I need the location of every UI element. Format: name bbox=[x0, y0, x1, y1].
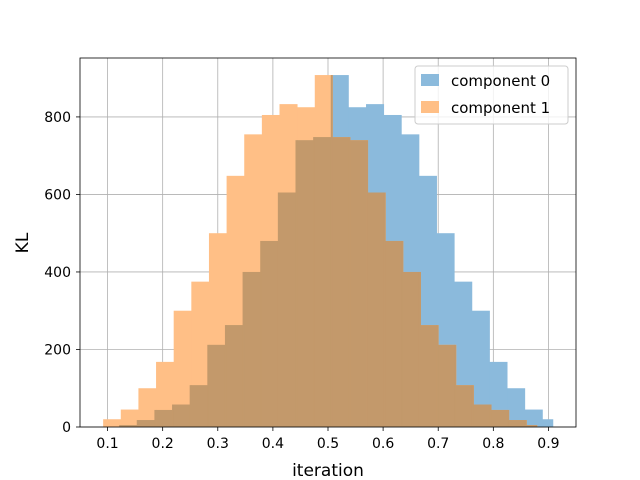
histogram-overlap-bar bbox=[172, 404, 175, 427]
histogram-overlap-bar bbox=[526, 425, 538, 427]
histogram-overlap-bar bbox=[402, 271, 420, 427]
x-tick-label: 0.9 bbox=[537, 436, 559, 452]
x-tick-label: 0.7 bbox=[427, 436, 449, 452]
histogram-overlap-bar bbox=[207, 344, 210, 427]
histogram-overlap-bar bbox=[348, 137, 351, 428]
histogram-overlap-bar bbox=[208, 344, 226, 427]
histogram-overlap-bar bbox=[156, 409, 173, 427]
histogram-bar-component-0 bbox=[524, 409, 543, 427]
x-axis-label: iteration bbox=[292, 461, 364, 480]
histogram-overlap-bar bbox=[189, 385, 192, 427]
histogram-overlap-bar bbox=[455, 385, 473, 427]
histogram-overlap-bar bbox=[224, 325, 227, 427]
histogram-bar-component-0 bbox=[471, 310, 490, 427]
y-axis-label: KL bbox=[13, 232, 33, 253]
histogram-bar-component-1 bbox=[120, 409, 139, 427]
histogram-overlap-bar bbox=[454, 344, 457, 427]
histogram-overlap-bar bbox=[418, 271, 421, 427]
histogram-overlap-bar bbox=[420, 325, 437, 427]
histogram-overlap-bar bbox=[367, 192, 385, 427]
legend-swatch-component-0 bbox=[421, 74, 439, 86]
histogram-overlap-bar bbox=[138, 420, 155, 427]
ticks: 0.1 0.2 0.3 0.4 0.5 0.6 0.7 0.8 0.9 0 200 400 600 800 bbox=[44, 110, 559, 452]
histogram-overlap-bar bbox=[119, 425, 122, 427]
legend-label-component-1: component 1 bbox=[451, 99, 550, 117]
histogram-overlap-bar bbox=[277, 192, 280, 427]
x-tick-label: 0.6 bbox=[372, 436, 394, 452]
histogram-overlap-bar bbox=[401, 240, 404, 427]
histogram-overlap-bar bbox=[508, 420, 526, 427]
y-tick-label: 600 bbox=[44, 187, 71, 203]
y-tick-label: 200 bbox=[44, 342, 71, 358]
histogram-overlap-bar bbox=[120, 425, 138, 427]
histogram-overlap-bar bbox=[383, 192, 386, 427]
x-tick-label: 0.3 bbox=[207, 436, 229, 452]
histogram-overlap-bar bbox=[173, 404, 191, 427]
histogram-overlap-bar bbox=[297, 140, 314, 427]
histogram-overlap-bar bbox=[524, 420, 527, 427]
histogram-overlap-bar bbox=[438, 344, 455, 427]
histogram-overlap-bar bbox=[366, 140, 369, 427]
y-tick-label: 400 bbox=[44, 265, 71, 281]
histogram-bar-component-1 bbox=[103, 419, 122, 427]
legend-box bbox=[414, 65, 569, 125]
histogram-overlap-bar bbox=[279, 192, 296, 427]
histogram-overlap-bar bbox=[332, 137, 349, 428]
histogram-overlap-bar bbox=[385, 240, 402, 427]
histogram-overlap-bar bbox=[242, 271, 245, 427]
histogram-overlap-bar bbox=[471, 385, 474, 427]
histogram-overlap-bar bbox=[489, 404, 492, 427]
histogram-overlap-bar bbox=[436, 325, 439, 427]
histogram-overlap-bar bbox=[191, 385, 208, 427]
histogram-overlap-bar bbox=[244, 271, 261, 427]
histogram-overlap-bar bbox=[314, 137, 332, 428]
x-tick-label: 0.2 bbox=[152, 436, 174, 452]
bars bbox=[103, 75, 554, 428]
x-tick-label: 0.8 bbox=[482, 436, 504, 452]
histogram-overlap-bar bbox=[507, 409, 510, 427]
histogram-overlap-bar bbox=[295, 140, 298, 427]
histogram-overlap-bar bbox=[313, 137, 316, 428]
histogram-bar-component-1 bbox=[173, 310, 192, 427]
histogram-overlap-bar bbox=[154, 409, 157, 427]
x-tick-label: 0.1 bbox=[96, 436, 118, 452]
histogram-overlap-bar bbox=[330, 75, 333, 427]
x-tick-label: 0.5 bbox=[317, 436, 339, 452]
histogram-overlap-bar bbox=[226, 325, 243, 427]
legend-swatch-component-1 bbox=[421, 101, 439, 113]
histogram-overlap-bar bbox=[491, 409, 508, 427]
histogram-bar-component-1 bbox=[138, 388, 157, 427]
x-tick-label: 0.4 bbox=[262, 436, 284, 452]
histogram-overlap-bar bbox=[261, 240, 279, 427]
legend-label-component-0: component 0 bbox=[451, 72, 550, 90]
histogram-bar-component-0 bbox=[507, 388, 526, 427]
histogram-overlap-bar bbox=[260, 240, 263, 427]
y-tick-label: 0 bbox=[62, 420, 71, 436]
legend: component 0 component 1 bbox=[414, 65, 569, 125]
histogram-overlap-bar bbox=[136, 420, 139, 427]
y-tick-label: 800 bbox=[44, 110, 71, 126]
histogram-bar-component-0 bbox=[542, 419, 554, 427]
histogram-overlap-bar bbox=[473, 404, 490, 427]
histogram-overlap-bar bbox=[350, 140, 367, 427]
